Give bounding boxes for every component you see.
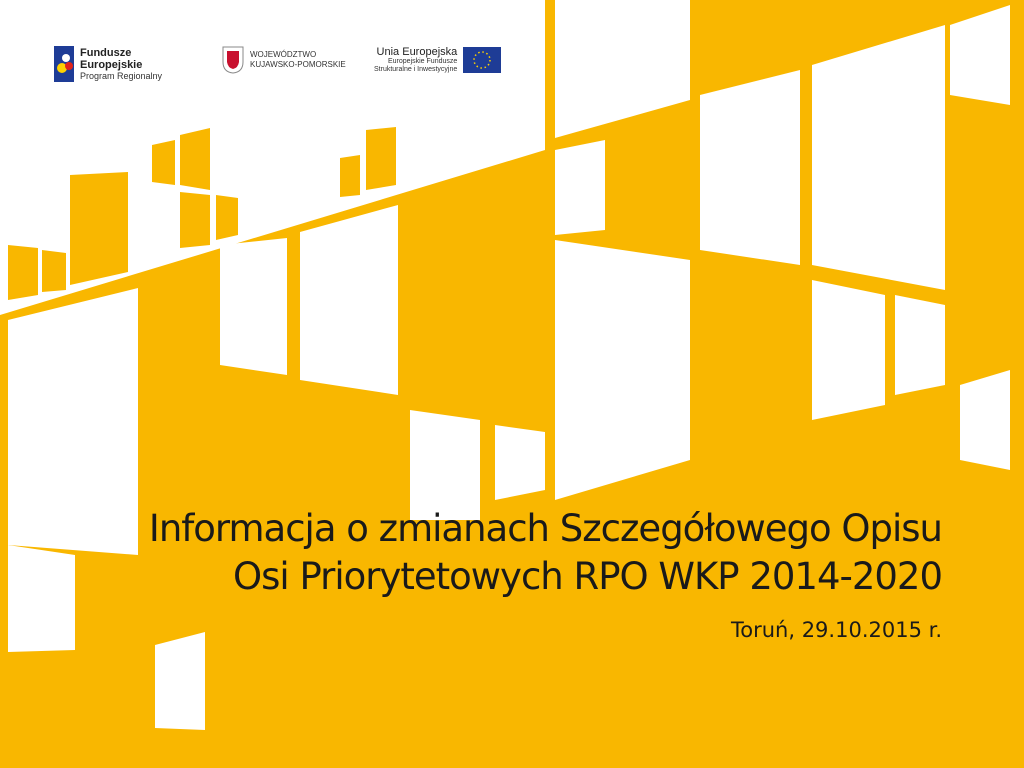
fe-line3: Program Regionalny bbox=[80, 71, 163, 81]
eu-line2: Europejskie Fundusze bbox=[388, 58, 458, 65]
region-line2: KUJAWSKO-POMORSKIE bbox=[250, 60, 346, 69]
region-line1: WOJEWÓDZTWO bbox=[250, 50, 317, 59]
eu-flag-icon bbox=[463, 47, 502, 73]
slide-title: Informacja o zmianach Szczegółowego Opis… bbox=[148, 505, 943, 601]
fundusze-europejskie-logo: Fundusze Europejskie Program Regionalny bbox=[54, 46, 162, 82]
region-logo: WOJEWÓDZTWO KUJAWSKO-POMORSKIE bbox=[222, 46, 346, 74]
coat-of-arms-icon bbox=[222, 46, 244, 74]
eu-line1: Unia Europejska bbox=[376, 46, 458, 58]
fe-star-icon bbox=[54, 46, 74, 82]
fe-line2: Europejskie bbox=[80, 59, 143, 71]
title-line1: Informacja o zmianach Szczegółowego Opis… bbox=[148, 507, 943, 550]
title-line2: Osi Priorytetowych RPO WKP 2014-2020 bbox=[233, 555, 943, 598]
eu-logo: Unia Europejska Europejskie Fundusze Str… bbox=[374, 46, 502, 74]
slide-subtitle: Toruń, 29.10.2015 r. bbox=[730, 618, 942, 642]
eu-line3: Strukturalne i Inwestycyjne bbox=[374, 66, 458, 73]
fe-line1: Fundusze bbox=[80, 47, 132, 59]
